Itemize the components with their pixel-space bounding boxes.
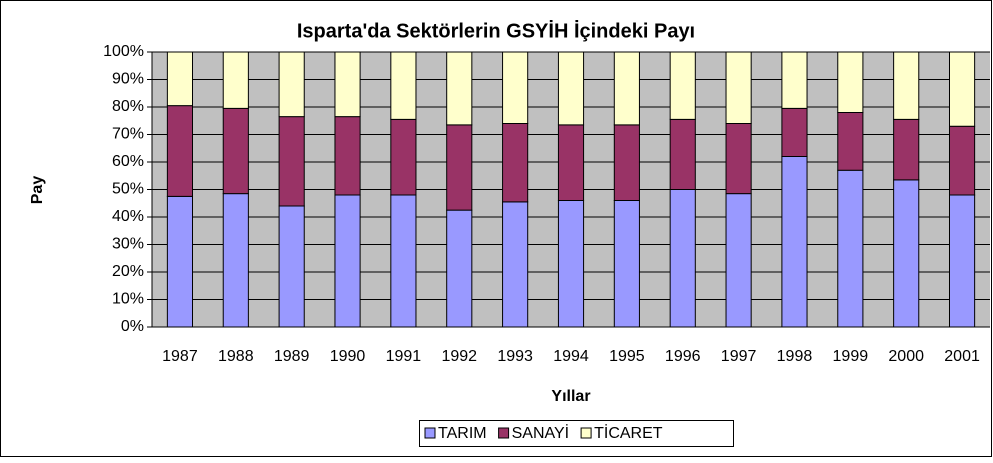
bar-segment	[837, 51, 864, 113]
x-tick-label: 1995	[609, 348, 645, 365]
bar-segment	[278, 116, 305, 207]
y-tick-label: 100%	[103, 43, 144, 60]
bar-segment	[278, 51, 305, 118]
bar-segment	[669, 189, 696, 328]
bar-segment	[893, 51, 920, 120]
legend-label: SANAYİ	[512, 423, 570, 442]
x-tick-label: 1994	[553, 348, 589, 365]
bar-segment	[278, 205, 305, 328]
bar-segment	[502, 51, 529, 124]
y-tick-label: 10%	[112, 291, 144, 308]
y-tick-label: 70%	[112, 126, 144, 143]
bar-segment	[502, 201, 529, 328]
legend-box	[419, 420, 734, 447]
bar-segment	[446, 51, 473, 126]
bar-segment	[334, 194, 361, 328]
x-tick-label: 1993	[497, 348, 533, 365]
bar-segment	[334, 116, 361, 196]
bar-segment	[669, 118, 696, 190]
bar-segment	[166, 105, 194, 197]
bar-segment	[390, 194, 417, 328]
legend-label: TARIM	[438, 425, 487, 442]
bar-segment	[613, 200, 640, 328]
y-tick-label: 30%	[112, 236, 144, 253]
bar-segment	[222, 107, 249, 195]
x-tick-label: 1989	[274, 348, 310, 365]
legend-label: TİCARET	[594, 423, 663, 442]
x-tick-label: 1999	[833, 348, 869, 365]
bar-segment	[837, 169, 864, 328]
x-axis-label: Yıllar	[551, 388, 590, 405]
bar-segment	[837, 112, 864, 171]
bar-segment	[781, 51, 808, 109]
bar-segment	[390, 51, 417, 120]
y-tick-label: 0%	[121, 318, 144, 335]
x-tick-label: 1987	[162, 348, 198, 365]
bar-segment	[893, 179, 920, 328]
bar-segment	[948, 194, 976, 328]
x-tick-label: 2001	[944, 348, 980, 365]
x-tick-label: 1991	[386, 348, 422, 365]
bar-segment	[948, 125, 976, 196]
y-tick-label: 40%	[112, 208, 144, 225]
y-tick-label: 50%	[112, 181, 144, 198]
legend-swatch	[424, 427, 436, 439]
bar-segment	[166, 51, 194, 107]
bar-segment	[725, 123, 752, 195]
bar-segment	[222, 51, 249, 109]
bar-segment	[781, 107, 808, 157]
bar-segment	[446, 124, 473, 211]
bar-segment	[557, 124, 585, 201]
bar-segment	[557, 200, 585, 328]
bar-segment	[893, 118, 920, 181]
x-tick-label: 1998	[777, 348, 813, 365]
bar-segment	[390, 118, 417, 196]
bar-segment	[725, 51, 752, 124]
chart-title: Isparta'da Sektörlerin GSYİH İçindeki Pa…	[297, 19, 695, 42]
y-tick-label: 90%	[112, 71, 144, 88]
x-tick-label: 1990	[330, 348, 366, 365]
bar-segment	[557, 51, 585, 126]
legend-swatch	[580, 427, 592, 439]
x-tick-label: 1992	[441, 348, 477, 365]
bar-segment	[502, 123, 529, 203]
x-tick-label: 1988	[218, 348, 254, 365]
bar-segment	[222, 193, 249, 328]
x-tick-label: 1997	[721, 348, 757, 365]
bar-segment	[669, 51, 696, 120]
bar-segment	[166, 195, 194, 328]
y-axis-label: Pay	[29, 176, 46, 205]
y-tick-label: 20%	[112, 263, 144, 280]
bar-segment	[613, 124, 640, 201]
bar-segment	[948, 51, 976, 127]
bar-segment	[781, 156, 808, 328]
bar-segment	[446, 209, 473, 328]
y-tick-label: 80%	[112, 98, 144, 115]
bar-segment	[613, 51, 640, 126]
y-tick-label: 60%	[112, 153, 144, 170]
x-tick-label: 1996	[665, 348, 701, 365]
legend-swatch	[498, 427, 510, 439]
x-tick-label: 2000	[888, 348, 924, 365]
bar-segment	[725, 193, 752, 328]
bar-segment	[334, 51, 361, 118]
